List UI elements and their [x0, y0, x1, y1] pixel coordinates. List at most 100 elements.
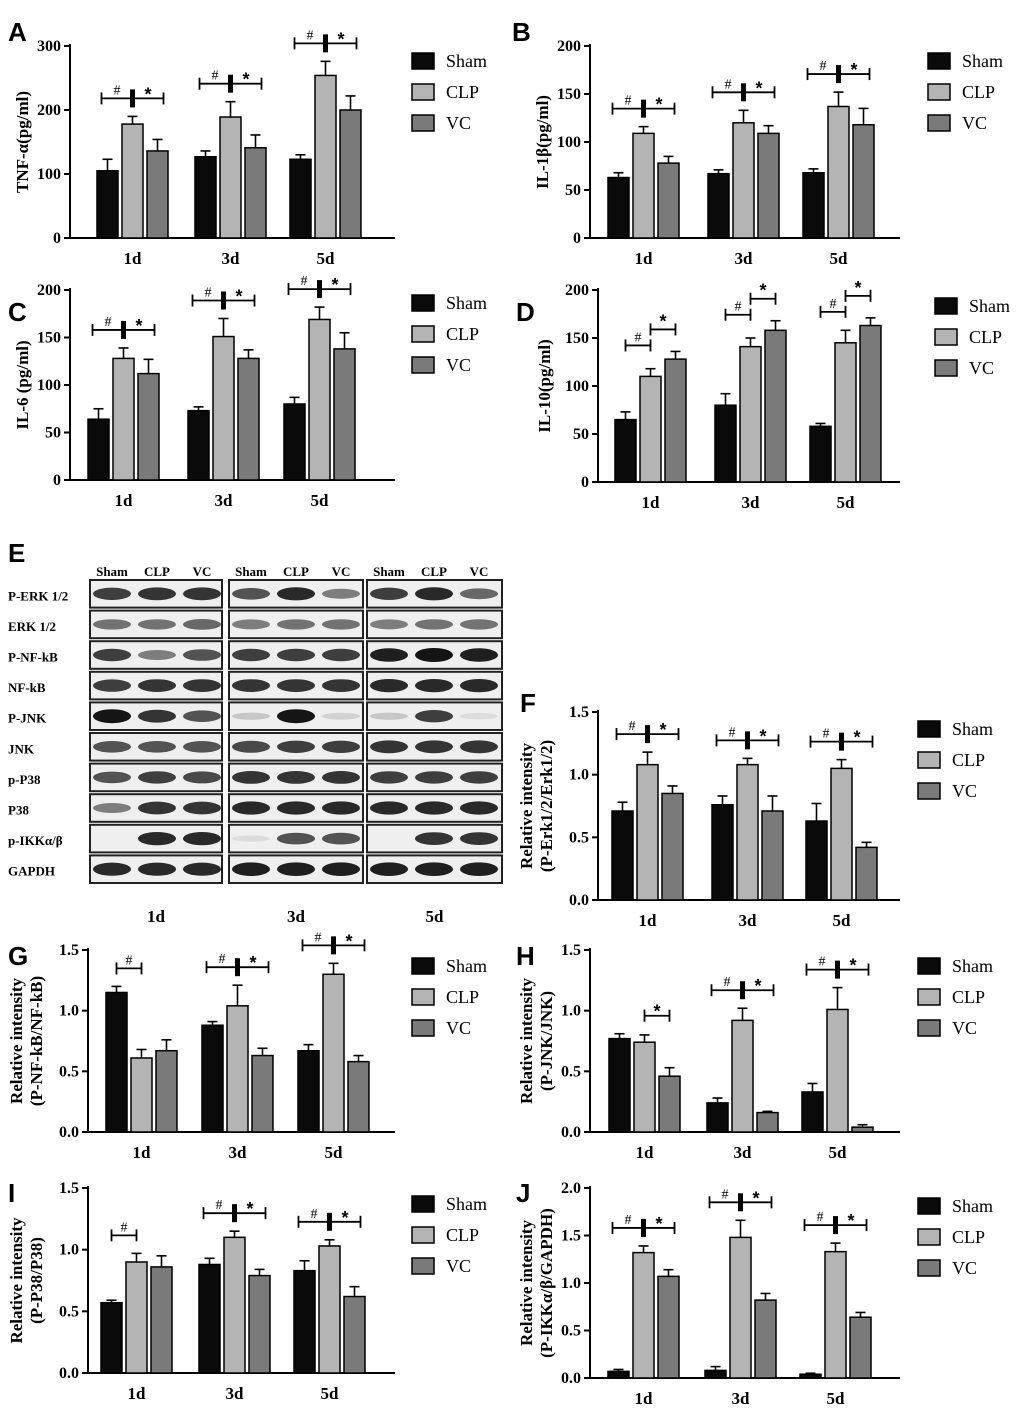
blot-band: [277, 709, 315, 724]
legend-swatch-i-sham: [411, 1195, 435, 1213]
legend-label-d-clp: CLP: [969, 327, 1002, 347]
blot-band: [322, 712, 360, 720]
blot-band: [415, 832, 453, 845]
bar-d-vc-3d: [764, 329, 787, 483]
legend-label-d-vc: VC: [969, 358, 994, 378]
sig-bracket-center-h: [740, 981, 745, 1000]
blot-timepoint-label: 3d: [287, 907, 306, 926]
panel-label-i: I: [8, 1178, 15, 1208]
y-tick-label-c: 200: [37, 282, 61, 299]
sig-mark-h: #: [819, 955, 826, 970]
bar-g-vc-3d: [251, 1054, 274, 1133]
x-category-label-a: 5d: [317, 249, 336, 268]
blot-band: [415, 710, 453, 723]
sig-mark-a: *: [337, 29, 344, 49]
legend-label-i-clp: CLP: [446, 1225, 479, 1245]
x-category-label-i: 1d: [128, 1384, 147, 1403]
sig-mark-a: *: [144, 84, 151, 104]
y-tick-label-h: 1.0: [561, 1003, 581, 1020]
x-category-label-f: 3d: [739, 911, 758, 930]
y-axis-label-line1: Relative intensity: [7, 977, 26, 1104]
blot-row-label: GAPDH: [8, 864, 55, 879]
bar-c-sham-1d: [87, 418, 110, 481]
y-tick-label-d: 0: [581, 474, 589, 491]
y-tick-label-f: 1.0: [569, 767, 589, 784]
sig-mark-f: #: [729, 725, 736, 740]
blot-band: [277, 679, 315, 692]
bar-a-vc-1d: [146, 150, 169, 239]
panel-label-j: J: [516, 1178, 530, 1208]
bar-d-sham-1d: [614, 418, 637, 483]
bar-c-vc-1d: [137, 372, 160, 481]
y-axis-label-line2: (P-Erk1/2/Erk1/2): [537, 740, 556, 872]
x-category-label-a: 3d: [222, 249, 241, 268]
legend-swatch-f-sham: [917, 720, 941, 738]
legend-label-f-clp: CLP: [952, 750, 985, 770]
x-category-label-c: 1d: [115, 491, 134, 510]
blot-band: [370, 862, 408, 876]
sig-bracket-center-b: [641, 99, 646, 118]
y-axis-label-b: IL-1β(pg/ml): [533, 95, 552, 189]
sig-mark-h: *: [754, 976, 761, 996]
legend-label-b-vc: VC: [962, 113, 987, 133]
blot-timepoint-label: 5d: [426, 907, 445, 926]
legend-swatch-h-clp: [917, 988, 941, 1006]
sig-bracket-center-a: [130, 89, 135, 108]
bar-h-vc-5d: [851, 1126, 874, 1133]
bar-i-vc-5d: [343, 1295, 366, 1374]
sig-mark-b: #: [725, 77, 732, 92]
sig-bracket-center-c: [221, 291, 226, 310]
sig-mark-f: *: [759, 726, 766, 746]
blot-band: [183, 587, 221, 601]
bar-d-clp-5d: [834, 342, 857, 483]
y-tick-label-a: 100: [37, 166, 61, 183]
blot-band: [277, 587, 315, 601]
blot-band: [232, 801, 270, 815]
bar-g-sham-5d: [297, 1049, 320, 1133]
y-tick-label-i: 1.5: [59, 1180, 79, 1197]
legend-swatch-i-vc: [411, 1257, 435, 1275]
blot-band: [93, 619, 131, 630]
x-category-label-b: 3d: [735, 249, 754, 268]
legend-swatch-h-sham: [917, 957, 941, 975]
y-tick-label-i: 1.0: [59, 1242, 79, 1259]
blot-band: [93, 803, 131, 813]
bar-i-vc-1d: [150, 1266, 173, 1374]
legend-swatch-g-vc: [411, 1019, 435, 1037]
y-tick-label-h: 1.5: [561, 942, 581, 959]
bar-h-clp-3d: [731, 1019, 754, 1133]
x-category-label-f: 5d: [833, 911, 852, 930]
blot-band: [138, 709, 176, 723]
legend-label-g-sham: Sham: [446, 956, 487, 976]
bar-b-vc-1d: [657, 162, 680, 239]
blot-lane-header: VC: [470, 564, 489, 579]
blot-band: [277, 832, 315, 845]
blot-band: [322, 862, 360, 876]
bar-i-vc-3d: [248, 1274, 271, 1374]
bar-i-sham-1d: [100, 1301, 123, 1374]
blot-row-label: p-IKKα/β: [8, 833, 63, 848]
legend-swatch-a-clp: [411, 83, 435, 101]
y-tick-label-j: 0.5: [561, 1323, 581, 1340]
blot-band: [138, 741, 176, 753]
y-tick-label-b: 150: [557, 86, 581, 103]
sig-mark-j: *: [655, 1214, 662, 1234]
bar-b-clp-5d: [827, 105, 850, 239]
bar-c-vc-3d: [237, 357, 260, 481]
bar-d-sham-3d: [714, 404, 737, 483]
sig-mark-h: #: [724, 975, 731, 990]
bar-a-vc-5d: [339, 109, 362, 239]
y-tick-label-b: 200: [557, 38, 581, 55]
bar-b-vc-3d: [757, 132, 780, 239]
x-category-label-g: 5d: [325, 1143, 344, 1162]
sig-mark-b: *: [850, 60, 857, 80]
sig-bracket-center-f: [839, 732, 844, 751]
bar-j-vc-3d: [754, 1299, 777, 1379]
sig-mark-j: *: [847, 1211, 854, 1231]
legend-swatch-j-clp: [917, 1228, 941, 1246]
sig-bracket-center-g: [235, 958, 240, 977]
x-category-label-b: 1d: [635, 249, 654, 268]
sig-mark-j: #: [722, 1187, 729, 1202]
x-category-label-d: 1d: [642, 493, 661, 512]
blot-row-label: p-P38: [8, 772, 41, 787]
